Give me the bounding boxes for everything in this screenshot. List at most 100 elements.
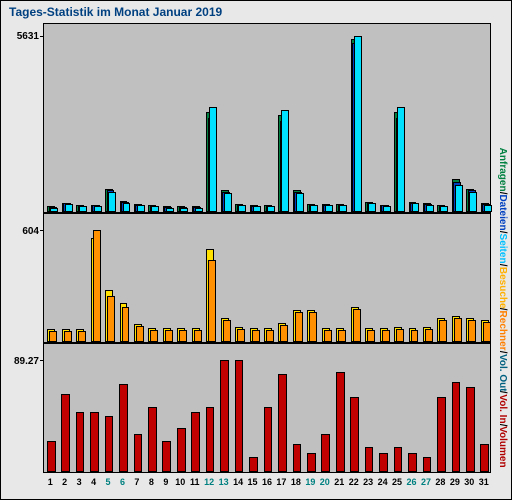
day-group — [87, 24, 101, 212]
x-tick-label: 7 — [134, 477, 139, 487]
day-group — [478, 24, 492, 212]
bar — [180, 208, 188, 212]
x-tick-label: 8 — [149, 477, 154, 487]
day-group — [87, 344, 101, 472]
bar — [64, 331, 72, 342]
bar — [484, 205, 492, 213]
day-group — [362, 214, 376, 342]
day-group — [376, 214, 390, 342]
day-group — [116, 214, 130, 342]
bar — [79, 206, 87, 212]
x-tick-label: 21 — [334, 477, 344, 487]
day-group — [58, 24, 72, 212]
bar — [278, 374, 287, 472]
legend-item: Vol. Out — [497, 354, 508, 392]
panel-bot — [43, 343, 491, 473]
day-group — [420, 344, 434, 472]
x-tick-label: 5 — [106, 477, 111, 487]
day-group — [160, 344, 174, 472]
legend-sep: / — [497, 231, 508, 234]
bar — [382, 330, 390, 342]
legend-sep: / — [497, 424, 508, 427]
bar — [105, 416, 114, 472]
bar — [336, 372, 345, 472]
day-group — [347, 214, 361, 342]
bar — [354, 36, 362, 212]
x-tick-label: 6 — [120, 477, 125, 487]
chart-frame: Tages-Statistik im Monat Januar 2019 563… — [0, 0, 512, 500]
day-group — [246, 214, 260, 342]
bar — [350, 397, 359, 472]
day-group — [203, 24, 217, 212]
bar — [123, 203, 131, 212]
x-tick-label: 18 — [291, 477, 301, 487]
bar — [264, 407, 273, 472]
day-group — [261, 344, 275, 472]
x-tick-label: 20 — [320, 477, 330, 487]
day-group — [87, 214, 101, 342]
day-group — [319, 24, 333, 212]
day-group — [434, 24, 448, 212]
day-group — [217, 24, 231, 212]
x-tick-label: 11 — [190, 477, 200, 487]
x-tick-label: 1 — [48, 477, 53, 487]
day-group — [58, 344, 72, 472]
day-group — [391, 344, 405, 472]
x-axis: 1234567891011121314151617181920212223242… — [43, 477, 491, 497]
bar — [252, 330, 260, 342]
bar — [440, 206, 448, 212]
bar — [397, 107, 405, 212]
bar — [191, 412, 200, 472]
day-group — [73, 24, 87, 212]
day-group — [333, 24, 347, 212]
bar — [310, 205, 318, 212]
bar — [455, 185, 463, 212]
day-group — [463, 24, 477, 212]
day-group — [449, 214, 463, 342]
legend-item: Volumen — [497, 427, 508, 468]
bar — [325, 205, 333, 212]
bar — [437, 397, 446, 472]
bar — [267, 206, 275, 212]
bar — [307, 453, 316, 472]
day-group — [420, 24, 434, 212]
bar — [411, 330, 419, 342]
day-group — [116, 344, 130, 472]
day-group — [391, 214, 405, 342]
legend-item: Anfragen — [497, 148, 508, 192]
x-tick-label: 19 — [305, 477, 315, 487]
day-group — [333, 214, 347, 342]
bar — [338, 330, 346, 342]
right-legend: Volumen / Vol. In / Vol. Out / Rechner /… — [497, 148, 508, 471]
bar — [61, 394, 70, 472]
bar — [353, 309, 361, 342]
ytick-bot: 89.27 — [3, 356, 39, 367]
day-group — [347, 24, 361, 212]
legend-sep: / — [497, 192, 508, 195]
day-group — [102, 344, 116, 472]
day-group — [217, 214, 231, 342]
bar — [237, 329, 245, 342]
x-tick-label: 13 — [219, 477, 229, 487]
bar — [224, 193, 232, 212]
bar — [253, 206, 261, 212]
x-tick-label: 31 — [479, 477, 489, 487]
bar — [194, 330, 202, 342]
legend-sep: / — [497, 351, 508, 354]
bar — [423, 457, 432, 472]
bar — [235, 360, 244, 472]
panel-top — [43, 23, 491, 213]
bar — [281, 110, 289, 212]
day-group — [420, 214, 434, 342]
day-group — [160, 214, 174, 342]
bar — [466, 387, 475, 472]
bar — [93, 230, 101, 342]
day-group — [319, 344, 333, 472]
day-group — [203, 214, 217, 342]
bar — [469, 192, 477, 212]
day-group — [261, 214, 275, 342]
day-group — [405, 344, 419, 472]
bar — [151, 206, 159, 212]
day-group — [405, 24, 419, 212]
day-group — [203, 344, 217, 472]
